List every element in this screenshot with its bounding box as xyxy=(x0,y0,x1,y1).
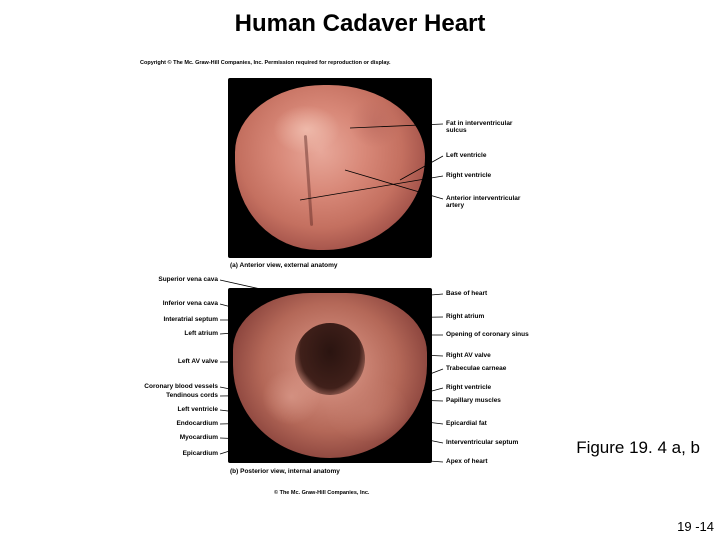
anatomy-label: Epicardial fat xyxy=(446,420,487,427)
slide-number: 19 -14 xyxy=(677,519,714,534)
anatomy-label: Anterior interventricularartery xyxy=(446,195,536,210)
anatomy-label: Interventricular septum xyxy=(446,439,518,446)
anatomy-label: Apex of heart xyxy=(446,458,488,465)
anatomy-label: Right atrium xyxy=(446,313,484,320)
panel-b-caption: (b) Posterior view, internal anatomy xyxy=(230,468,340,475)
anatomy-label: Left AV valve xyxy=(178,358,218,365)
anatomy-label: Right ventricle xyxy=(446,384,491,391)
anatomy-label: Trabeculae carneae xyxy=(446,365,506,372)
anatomy-label: Right AV valve xyxy=(446,352,491,359)
anatomy-label: Interatrial septum xyxy=(163,316,218,323)
anatomy-label: Opening of coronary sinus xyxy=(446,331,529,338)
heart-b-texture xyxy=(326,379,407,442)
anatomy-label: Right ventricle xyxy=(446,172,491,179)
anatomy-label: Inferior vena cava xyxy=(163,300,218,307)
panel-a-caption: (a) Anterior view, external anatomy xyxy=(230,262,338,269)
anatomy-label: Left atrium xyxy=(184,330,218,337)
anatomy-label: Epicardium xyxy=(183,450,218,457)
anatomy-label: Endocardium xyxy=(176,420,218,427)
anatomy-label: Left ventricle xyxy=(178,406,218,413)
anatomy-label: Coronary blood vessels xyxy=(144,383,218,390)
anatomy-label: Myocardium xyxy=(180,434,218,441)
copyright-top: Copyright © The Mc. Graw-Hill Companies,… xyxy=(140,60,391,66)
copyright-bottom: © The Mc. Graw-Hill Companies, Inc. xyxy=(274,490,369,496)
anatomy-label: Papillary muscles xyxy=(446,397,501,404)
figure-reference: Figure 19. 4 a, b xyxy=(576,438,700,458)
sulcus-shade xyxy=(304,135,313,226)
page-title: Human Cadaver Heart xyxy=(0,10,720,38)
anatomy-label: Base of heart xyxy=(446,290,487,297)
anatomy-label: Left ventricle xyxy=(446,152,486,159)
anatomy-label: Tendinous cords xyxy=(166,392,218,399)
anatomy-label: Fat in interventricularsulcus xyxy=(446,120,536,135)
anatomy-label: Superior vena cava xyxy=(158,276,218,283)
